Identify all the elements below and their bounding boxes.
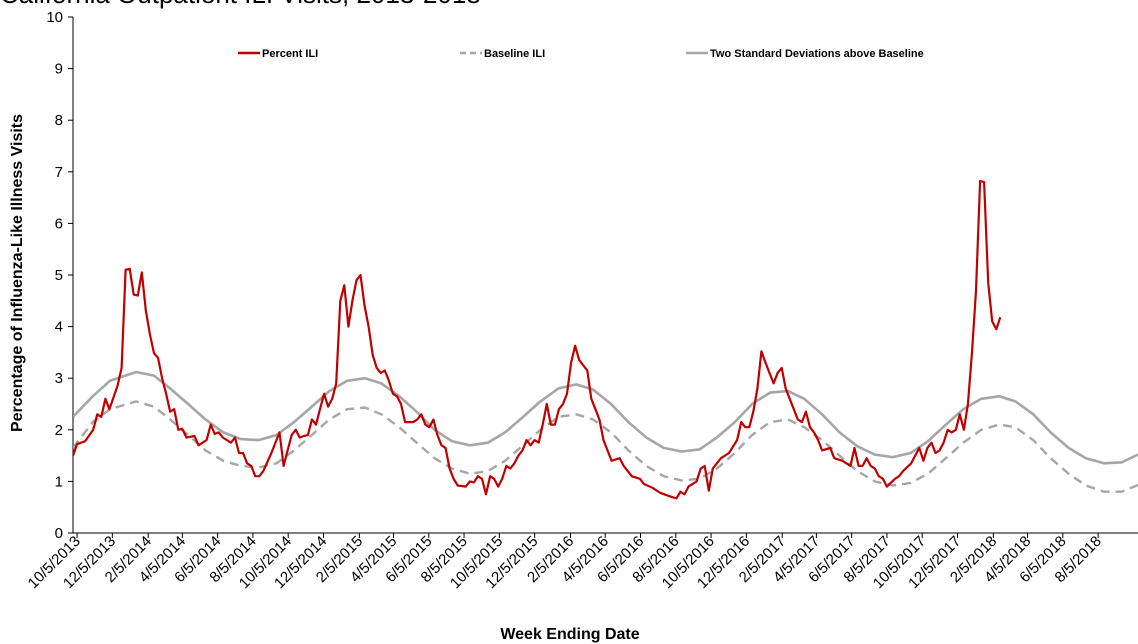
series-line-two-standard-deviations-above-baseline [73,370,1138,465]
series-layer [73,180,1138,500]
y-tick-label: 9 [55,61,63,78]
y-axis: 0 1 2 3 4 5 6 7 8 9 10 [46,9,74,542]
y-axis-title: Percentage of Influenza-Like Illness Vis… [9,114,26,432]
legend-label: Baseline ILI [484,48,545,60]
y-tick-label: 1 [55,473,63,490]
series-line-baseline-ili [73,400,1138,493]
y-tick-label: 5 [55,267,63,284]
legend-label: Two Standard Deviations above Baseline [710,48,924,60]
legend-label: Percent ILI [262,48,318,60]
x-axis: 10/5/201312/5/20132/5/20144/5/20146/5/20… [25,532,1138,592]
series-line-percent-ili [73,180,1002,500]
y-tick-label: 7 [55,164,63,181]
chart-title: California Outpatient ILI Visits, 2013-2… [0,0,481,9]
legend: Percent ILI Baseline ILI Two Standard Devi… [238,48,924,60]
x-axis-title: Week Ending Date [500,626,639,643]
y-tick-label: 6 [55,215,63,232]
y-tick-label: 0 [55,525,63,542]
y-tick-label: 4 [55,319,63,336]
y-tick-label: 10 [46,9,63,26]
y-tick-label: 8 [55,112,63,129]
y-tick-label: 3 [55,370,63,387]
y-tick-label: 2 [55,422,63,439]
